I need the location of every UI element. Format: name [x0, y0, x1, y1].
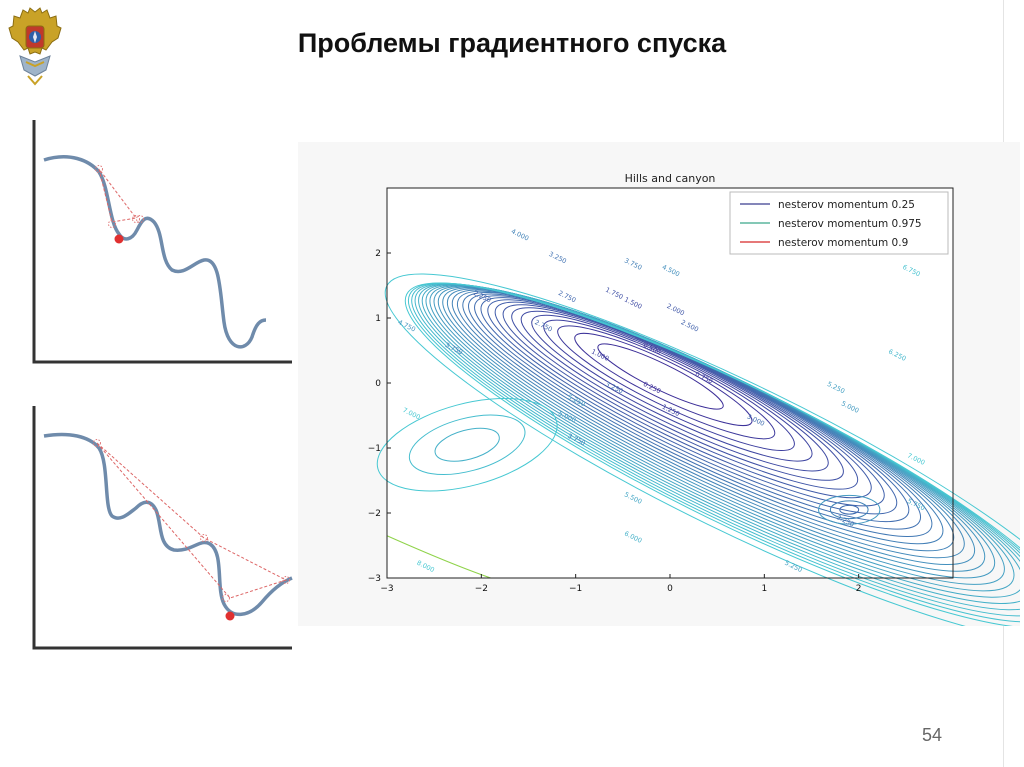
x-tick-label: −1	[569, 584, 582, 594]
legend-label: nesterov momentum 0.9	[778, 237, 908, 249]
contour-line	[494, 301, 872, 499]
contour-line	[408, 414, 526, 475]
x-tick-label: 1	[761, 584, 767, 594]
y-tick-label: −3	[368, 574, 381, 584]
contour-plot-panel: 4.000 3.250 3.750 4.500 2.750 1.750 1.500 2.000…	[298, 142, 1020, 626]
legend: nesterov momentum 0.25 nesterov momentum …	[729, 191, 949, 255]
ball	[225, 611, 235, 621]
ghost-ball	[93, 439, 101, 447]
terrain-curve	[43, 432, 293, 616]
y-axis-ticks: −3 −2 −1 0 1 2	[368, 249, 391, 584]
y-tick-label: 0	[375, 379, 381, 389]
contour-line	[543, 319, 795, 451]
axes-lines	[32, 120, 292, 364]
ghost-ball	[136, 215, 144, 223]
contour-line	[597, 343, 724, 410]
x-tick-label: 2	[856, 584, 862, 594]
x-tick-label: −3	[380, 584, 393, 594]
ghost-ball	[95, 165, 103, 173]
ghost-ball	[222, 594, 230, 602]
ghost-ball	[108, 220, 116, 228]
contour-line	[487, 299, 885, 507]
ghost-ball	[282, 576, 290, 584]
slide-number: 54	[921, 725, 943, 745]
ball-stuck-in-local-minimum-icon	[32, 120, 292, 364]
contour-line	[818, 494, 881, 525]
contour-line	[520, 310, 829, 472]
contour-line	[376, 398, 558, 492]
contour-line	[839, 504, 860, 515]
contour-line	[404, 282, 1020, 626]
contour-line	[480, 297, 898, 515]
ghost-ball	[132, 215, 140, 223]
contour-line	[386, 535, 491, 579]
contour-line	[829, 500, 869, 520]
terrain-curve	[43, 155, 267, 349]
ball	[114, 234, 124, 244]
contour-lines	[376, 273, 1020, 626]
axes-lines	[32, 406, 292, 650]
legend-label: nesterov momentum 0.975	[778, 218, 922, 230]
slide-title: Проблемы градиентного спуска	[297, 28, 727, 58]
step-path	[96, 442, 288, 599]
contour-line	[511, 307, 844, 481]
contour-line	[574, 332, 753, 427]
legend-label: nesterov momentum 0.25	[778, 199, 915, 211]
y-tick-label: 2	[375, 249, 381, 259]
step-path	[98, 168, 137, 223]
contour-line	[531, 314, 813, 462]
y-tick-label: 1	[375, 314, 381, 324]
y-tick-label: −2	[368, 509, 381, 519]
chart-title: Hills and canyon	[625, 172, 716, 185]
x-tick-label: 0	[667, 584, 673, 594]
double-headed-eagle-emblem-icon	[8, 7, 62, 86]
contour-line	[557, 325, 776, 440]
ghost-ball	[200, 534, 208, 542]
x-tick-label: −2	[475, 584, 488, 594]
x-axis-ticks: −3 −2 −1 0 1 2	[380, 574, 862, 594]
y-tick-label: −1	[368, 444, 381, 454]
contour-line	[502, 304, 859, 490]
contour-line	[434, 427, 500, 462]
ball-with-momentum-reaching-deeper-minimum-icon	[32, 406, 293, 650]
